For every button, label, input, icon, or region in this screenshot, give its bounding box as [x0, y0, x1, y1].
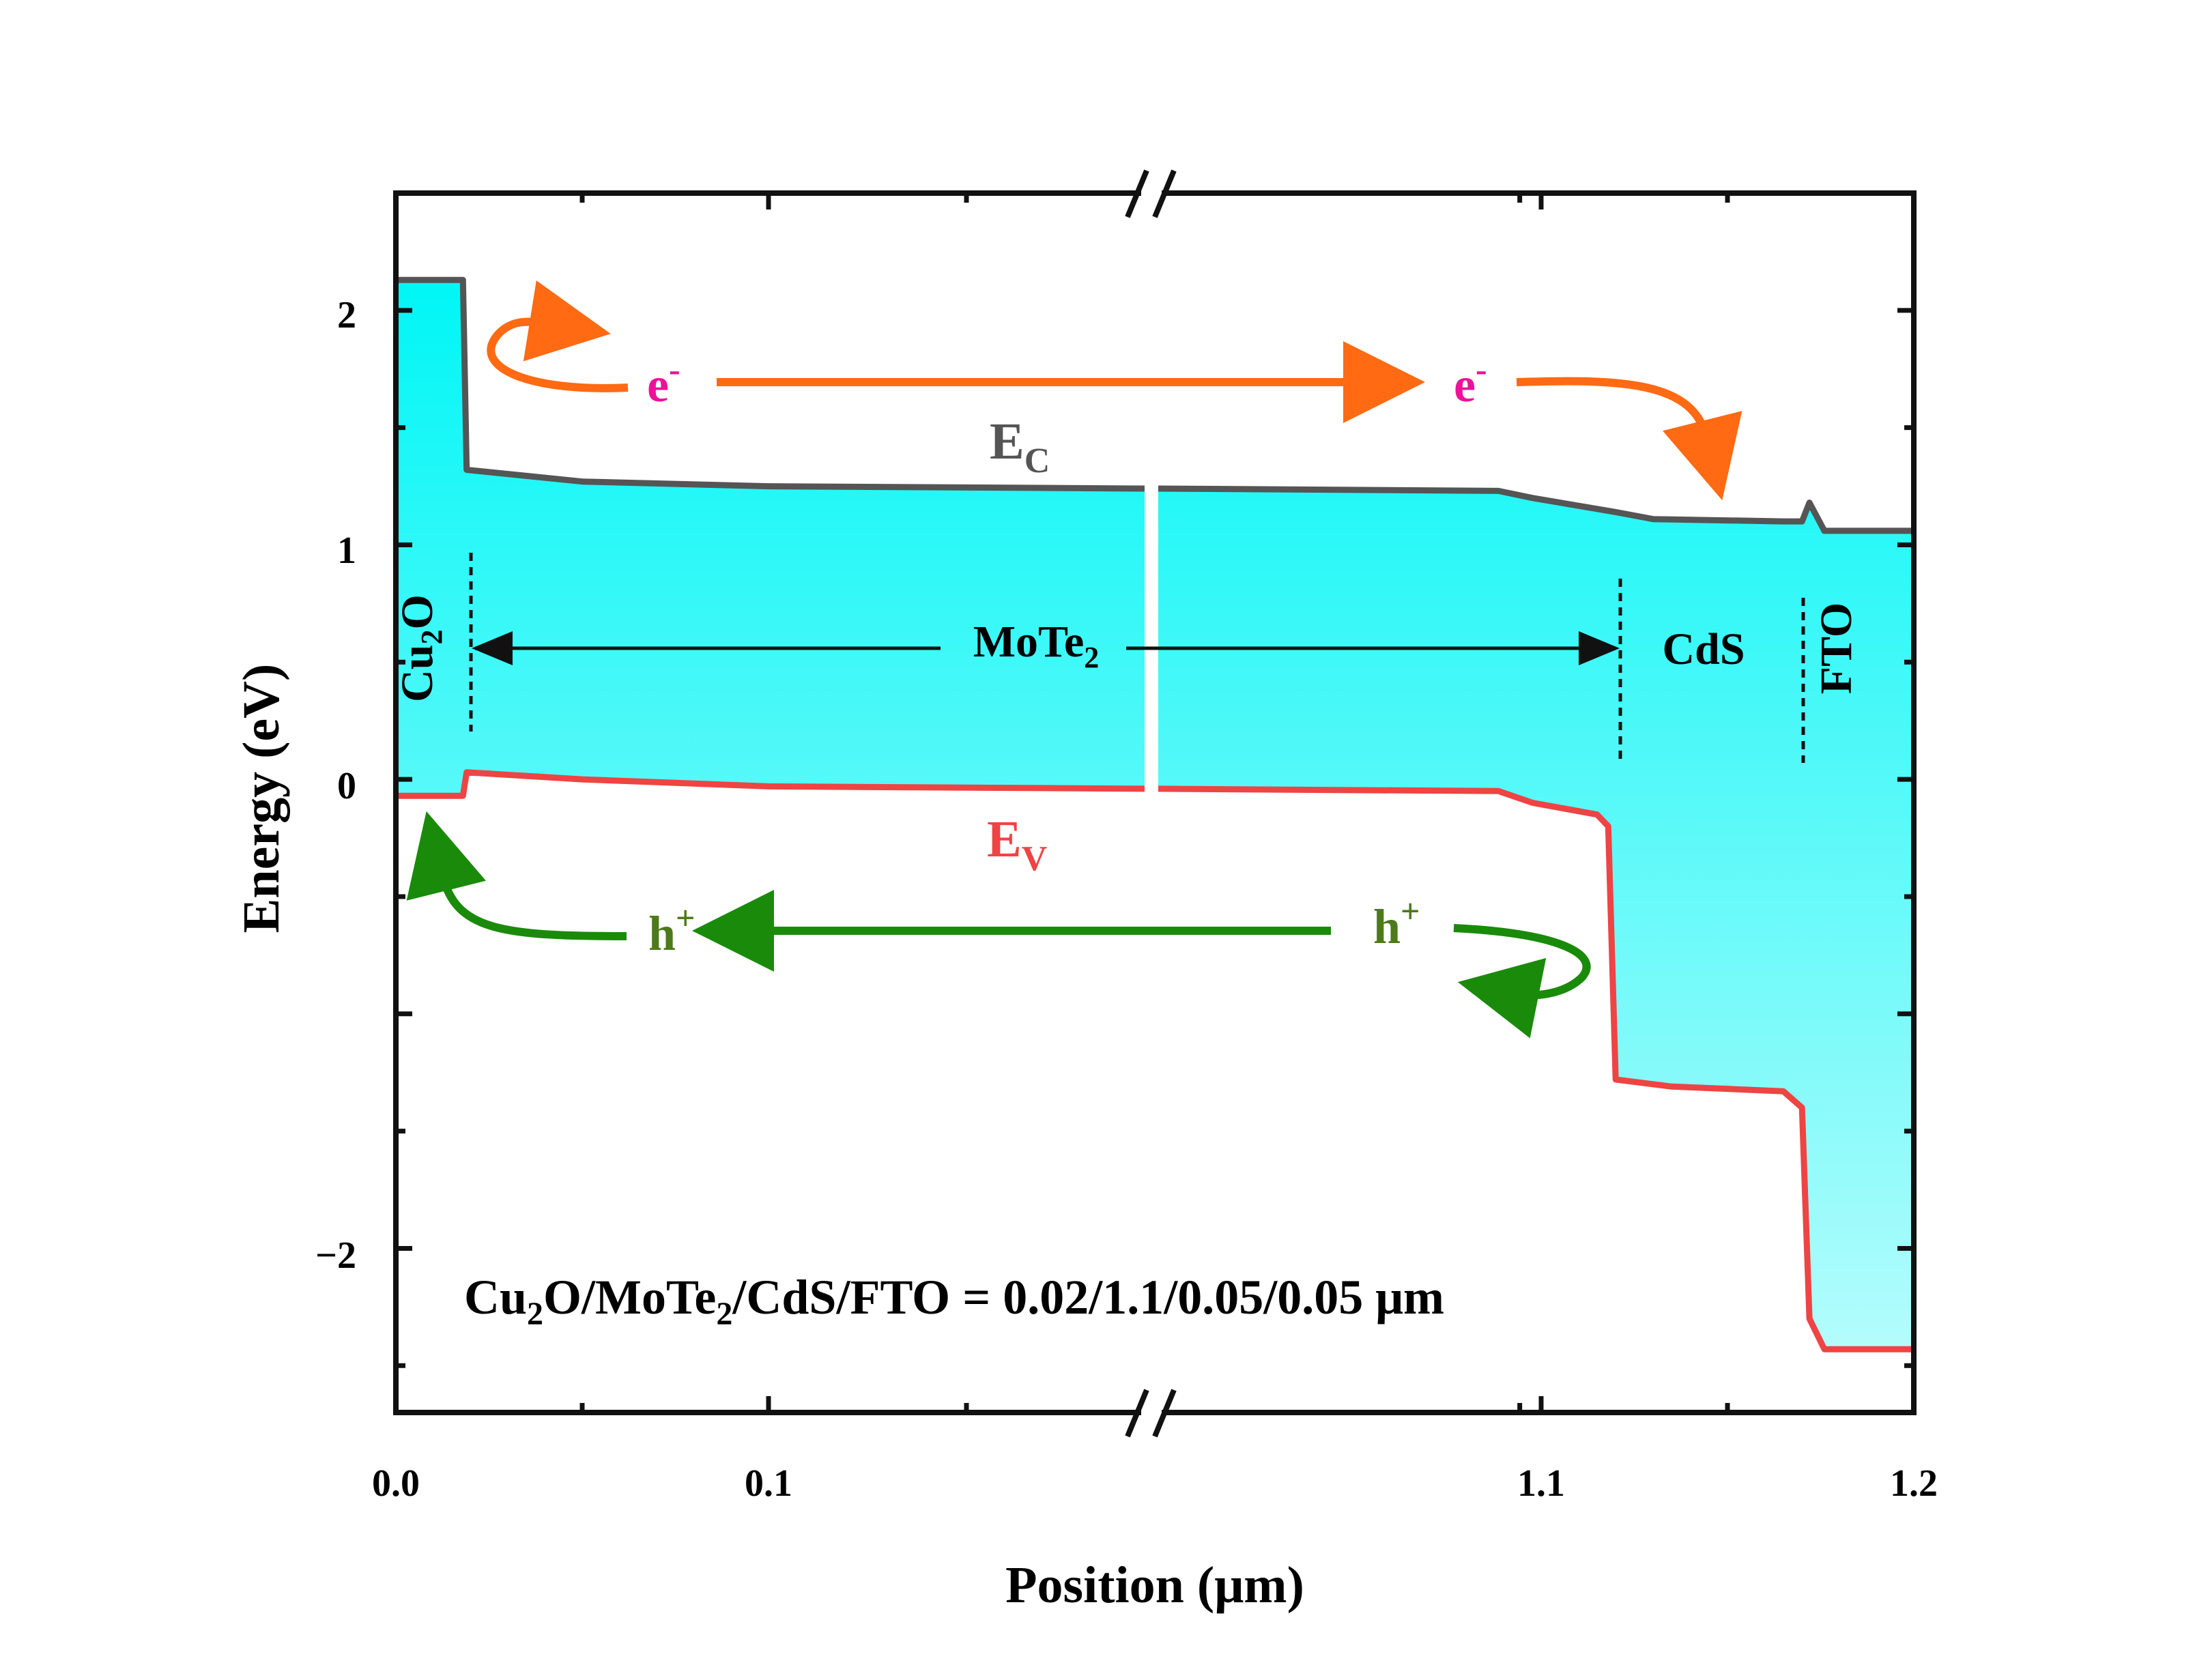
- y-axis-title: Energy (eV): [233, 664, 290, 933]
- break-mark-top-2: [1152, 169, 1177, 218]
- axis-break-gap: [1145, 444, 1158, 826]
- electron-label-left: e-: [647, 350, 680, 412]
- ec-line: [396, 276, 1914, 534]
- x-axis-title: Position (μm): [1005, 1556, 1304, 1614]
- tick-marks: [393, 193, 1917, 1413]
- hole-loop-arrow: [1453, 924, 1591, 1039]
- ev-line: [396, 769, 1914, 1352]
- x-tick-label: 1.2: [1890, 1462, 1938, 1505]
- break-mark-top-1: [1125, 169, 1149, 218]
- y-tick-label: 2: [337, 294, 356, 336]
- x-tick-label: 0.0: [372, 1462, 420, 1505]
- x-tick-label: 1.1: [1517, 1462, 1565, 1505]
- ev-label: EV: [987, 811, 1047, 878]
- thickness-annotation: Cu2O/MoTe2/CdS/FTO = 0.02/1.1/0.05/0.05 …: [464, 1270, 1444, 1332]
- x-tick-label: 0.1: [745, 1462, 792, 1505]
- band-gap-fill: [396, 280, 1914, 1350]
- layer-label-mote2: MoTe2: [973, 617, 1100, 674]
- layer-label-fto: FTO: [1811, 603, 1861, 694]
- y-tick-label: 0: [337, 765, 356, 807]
- y-tick-label: −2: [315, 1234, 356, 1277]
- hole-curl-arrow: [406, 811, 627, 940]
- electron-label-right: e-: [1454, 350, 1487, 412]
- y-tick-label: 1: [337, 530, 356, 572]
- electron-descend-arrow: [1516, 377, 1742, 501]
- hole-label-right: h+: [1373, 892, 1420, 954]
- break-mark-bottom-1: [1125, 1389, 1149, 1438]
- ec-label: EC: [990, 413, 1050, 480]
- electron-curl-arrow: [487, 280, 629, 392]
- layer-label-cds: CdS: [1662, 624, 1745, 674]
- layer-label-cu2o: Cu2O: [392, 594, 448, 702]
- break-mark-bottom-2: [1152, 1389, 1177, 1438]
- hole-label-left: h+: [648, 899, 695, 961]
